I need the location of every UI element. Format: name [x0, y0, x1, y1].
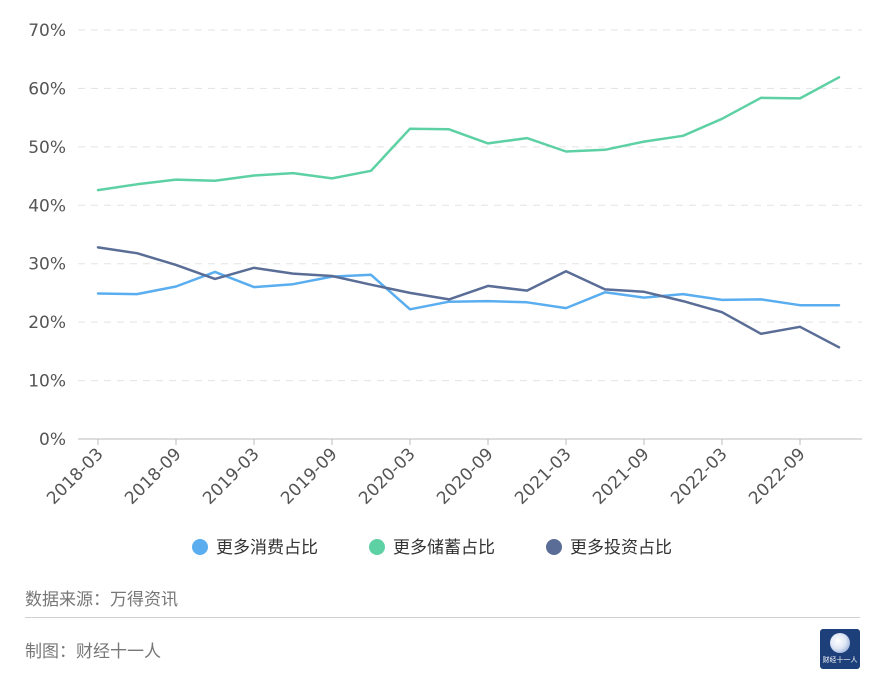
data-point [564, 306, 568, 310]
data-point [681, 134, 685, 138]
data-point [798, 303, 802, 307]
data-point [681, 299, 685, 303]
x-tick-label: 2022-03 [667, 444, 731, 508]
series-lines [96, 75, 841, 349]
data-point [135, 292, 139, 296]
line-chart: 0%10%20%30%40%50%60%70% 2018-03 2018-09 20… [28, 21, 862, 558]
data-point [486, 284, 490, 288]
data-point [96, 292, 100, 296]
legend-swatch [546, 539, 562, 555]
x-tick-label: 2022-09 [745, 444, 809, 508]
y-axis: 0% 10% 20% 30% 40% 50% 60% 70% [28, 21, 66, 450]
data-point [837, 345, 841, 349]
data-point [642, 290, 646, 294]
data-point [720, 298, 724, 302]
publisher-logo: 财经十一人 [820, 629, 860, 669]
y-tick-label: 40% [28, 196, 66, 216]
data-point [213, 270, 217, 274]
data-point [564, 269, 568, 273]
data-point [96, 188, 100, 192]
data-point [291, 171, 295, 175]
y-tick-label: 0% [39, 430, 66, 450]
data-point [213, 179, 217, 183]
series-line-1 [96, 76, 841, 192]
legend-label: 更多消费占比 [216, 538, 318, 558]
legend-item-0[interactable]: 更多消费占比 [192, 538, 318, 558]
data-point [525, 289, 529, 293]
y-tick-label: 30% [28, 255, 66, 275]
data-point [252, 173, 256, 177]
x-tick-label: 2018-03 [43, 444, 107, 508]
y-tick-label: 20% [28, 313, 66, 333]
data-point [447, 297, 451, 301]
gridlines [78, 29, 862, 382]
data-source-note: 数据来源：万得资讯 [25, 590, 178, 610]
data-point [369, 273, 373, 277]
data-point [408, 127, 412, 131]
data-point [642, 296, 646, 300]
x-tick-label: 2018-09 [121, 444, 185, 508]
legend-label: 更多投资占比 [570, 538, 672, 558]
data-point [642, 140, 646, 144]
data-point [525, 300, 529, 304]
logo-text: 财经十一人 [822, 656, 858, 664]
data-point [486, 141, 490, 145]
data-point [369, 169, 373, 173]
data-point [759, 96, 763, 100]
data-point [720, 117, 724, 121]
data-point [837, 75, 841, 79]
legend-item-2[interactable]: 更多投资占比 [546, 538, 672, 558]
legend: 更多消费占比 更多储蓄占比 更多投资占比 [192, 538, 672, 558]
y-tick-label: 70% [28, 21, 66, 41]
data-point [603, 287, 607, 291]
data-point [96, 245, 100, 249]
data-point [681, 292, 685, 296]
legend-swatch [369, 539, 385, 555]
legend-item-1[interactable]: 更多储蓄占比 [369, 538, 495, 558]
data-point [837, 303, 841, 307]
legend-swatch [192, 539, 208, 555]
data-point [252, 266, 256, 270]
x-tick-label: 2019-09 [277, 444, 341, 508]
data-point [720, 310, 724, 314]
data-point [291, 282, 295, 286]
x-tick-label: 2019-03 [199, 444, 263, 508]
y-tick-label: 60% [28, 79, 66, 99]
data-point [330, 274, 334, 278]
data-point [525, 136, 529, 140]
data-point [486, 299, 490, 303]
data-point [174, 285, 178, 289]
series-line-0 [96, 270, 841, 311]
data-point [759, 297, 763, 301]
data-point [408, 307, 412, 311]
x-tick-label: 2020-09 [433, 444, 497, 508]
data-point [330, 176, 334, 180]
data-point [369, 283, 373, 287]
data-point [564, 150, 568, 154]
globe-icon [830, 633, 850, 653]
data-point [135, 251, 139, 255]
data-point [759, 332, 763, 336]
data-point [252, 285, 256, 289]
x-tick-label: 2021-03 [511, 444, 575, 508]
data-point [798, 96, 802, 100]
data-point [213, 277, 217, 281]
series-line-2 [96, 246, 841, 349]
y-tick-label: 50% [28, 138, 66, 158]
x-tick-label: 2020-03 [355, 444, 419, 508]
data-point [603, 148, 607, 152]
data-point [174, 263, 178, 267]
data-point [174, 178, 178, 182]
legend-label: 更多储蓄占比 [393, 538, 495, 558]
data-point [135, 182, 139, 186]
x-axis: 2018-03 2018-09 2019-03 2019-09 2020-03 2020-… [43, 438, 862, 509]
y-tick-label: 10% [28, 372, 66, 392]
data-point [798, 325, 802, 329]
data-point [447, 127, 451, 131]
chart-author-note: 制图：财经十一人 [25, 642, 161, 662]
data-point [408, 291, 412, 295]
data-point [291, 272, 295, 276]
footer-divider [25, 617, 860, 618]
x-tick-label: 2021-09 [589, 444, 653, 508]
